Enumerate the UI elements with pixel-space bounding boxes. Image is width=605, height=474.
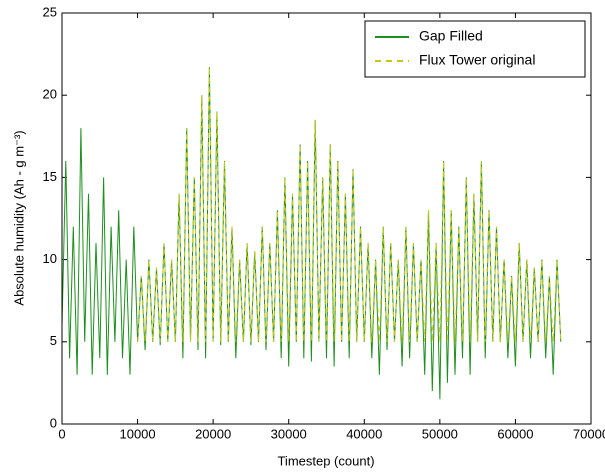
y-tick-label: 0: [50, 415, 57, 430]
legend: Gap Filled Flux Tower original: [364, 20, 586, 78]
x-tick-label: 30000: [271, 426, 307, 441]
x-tick-label: 50000: [422, 426, 458, 441]
x-tick-label: 60000: [497, 426, 533, 441]
y-tick-label: 20: [43, 87, 57, 102]
y-axis-label: Absolute humidity (Ah - g m⁻³): [11, 130, 26, 305]
legend-label: Flux Tower original: [419, 52, 535, 68]
x-tick-label: 20000: [195, 426, 231, 441]
x-tick-label: 40000: [346, 426, 382, 441]
series-line: [137, 67, 562, 342]
y-tick-label: 10: [43, 251, 57, 266]
y-tick-label: 15: [43, 169, 57, 184]
legend-label: Gap Filled: [419, 28, 483, 44]
x-tick-label: 10000: [119, 426, 155, 441]
x-axis-label: Timestep (count): [277, 453, 374, 468]
series-line: [61, 67, 562, 400]
y-tick-label: 5: [50, 333, 57, 348]
x-tick-label: 0: [58, 426, 65, 441]
y-tick-label: 25: [43, 4, 57, 19]
legend-box: [364, 20, 586, 78]
plot-frame: [61, 12, 592, 425]
